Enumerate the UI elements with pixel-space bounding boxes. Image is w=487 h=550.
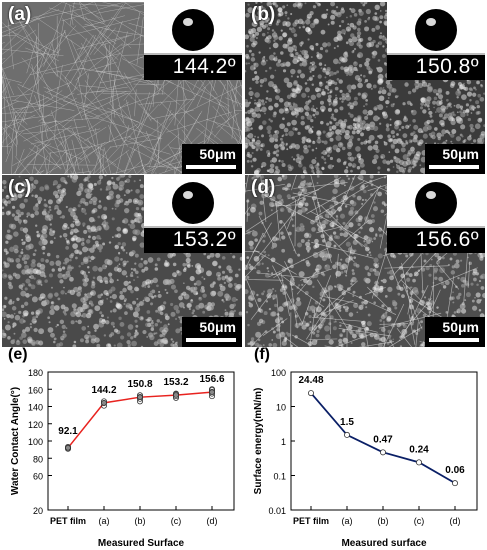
data-point — [65, 445, 71, 451]
droplet-icon — [415, 9, 457, 51]
panel-label: (a) — [8, 4, 32, 25]
data-point — [415, 459, 422, 466]
y-tick-label: 100 — [271, 368, 286, 378]
contact-angle-value: 153.2º — [172, 228, 236, 251]
x-tick-label: (c) — [171, 516, 182, 526]
chart-e-label: (e) — [8, 346, 28, 363]
x-axis-label: Measured surface — [341, 538, 426, 549]
x-tick-label: (a) — [342, 516, 353, 526]
y-tick-label: 100 — [28, 437, 43, 447]
x-axis-label: Measured Surface — [98, 538, 185, 549]
data-label: 24.48 — [298, 375, 323, 386]
scale-bar: 50μm — [425, 317, 485, 347]
data-label: 153.2 — [163, 377, 188, 388]
panel-label: (b) — [251, 4, 276, 25]
y-tick-label: 60 — [33, 472, 43, 482]
contact-angle-inset: 153.2º — [144, 175, 242, 253]
data-point — [101, 400, 107, 406]
y-tick-label: 80 — [33, 454, 43, 464]
contact-angle-value: 144.2º — [172, 55, 236, 78]
data-point — [451, 480, 458, 487]
scale-bar: 50μm — [425, 144, 485, 174]
sem-panel-b: (b) 150.8º 50μm — [245, 2, 485, 174]
y-tick-label: 20 — [33, 506, 43, 516]
scale-line — [186, 338, 236, 342]
y-tick-label: 160 — [28, 385, 43, 395]
sem-panel-c: (c) 153.2º 50μm — [2, 175, 242, 347]
scale-bar: 50μm — [182, 144, 242, 174]
x-tick-label: (b) — [378, 516, 389, 526]
y-tick-label: 10 — [276, 403, 286, 413]
y-tick-label: 120 — [28, 420, 43, 430]
contact-angle-value: 150.8º — [415, 55, 479, 78]
data-label: 92.1 — [58, 426, 78, 437]
droplet-icon — [172, 9, 214, 51]
data-point — [137, 394, 143, 400]
data-label: 144.2 — [91, 385, 116, 396]
data-point — [344, 431, 351, 438]
data-label: 0.06 — [445, 465, 465, 476]
x-tick-label: (d) — [207, 516, 218, 526]
data-label: 1.5 — [340, 417, 354, 428]
scale-line — [429, 338, 479, 342]
data-label: 150.8 — [127, 379, 152, 390]
data-point — [173, 392, 179, 398]
x-tick-label: PET film — [50, 516, 86, 526]
scale-label: 50μm — [442, 146, 479, 162]
data-label: 0.47 — [373, 434, 393, 445]
scale-line — [429, 165, 479, 169]
scale-bar: 50μm — [182, 317, 242, 347]
scale-label: 50μm — [442, 319, 479, 335]
y-tick-label: 0.1 — [273, 472, 286, 482]
chart-e: 20 60 80 100 120 140 160 180 PET film (a) (b) (c) (d… — [10, 368, 235, 549]
x-tick-label: (d) — [450, 516, 461, 526]
data-point — [379, 449, 386, 456]
chart-f-label: (f) — [254, 346, 270, 363]
y-tick-label: 140 — [28, 403, 43, 413]
y-axis-label: Surface energy(mN/m) — [253, 388, 264, 495]
droplet-icon — [172, 182, 214, 224]
sem-panel-d: (d) 156.6º 50μm — [245, 175, 485, 347]
contact-angle-value: 156.6º — [415, 228, 479, 251]
panel-label: (c) — [8, 177, 32, 198]
data-label: 0.24 — [409, 444, 429, 455]
contact-angle-inset: 144.2º — [144, 2, 242, 80]
sem-panel-a: (a) 144.2º 50μm — [2, 2, 242, 174]
data-point — [209, 389, 215, 395]
scale-line — [186, 165, 236, 169]
y-tick-label: 180 — [28, 368, 43, 378]
contact-angle-inset: 150.8º — [387, 2, 485, 80]
scale-label: 50μm — [199, 319, 236, 335]
panel-label: (d) — [251, 177, 276, 198]
x-tick-label: (c) — [414, 516, 425, 526]
contact-angle-inset: 156.6º — [387, 175, 485, 253]
data-point — [308, 390, 315, 397]
contact-angle-series-line — [67, 391, 213, 449]
y-tick-label: 0.01 — [268, 506, 286, 516]
droplet-icon — [415, 182, 457, 224]
y-tick-label: 1 — [281, 437, 286, 447]
data-label: 156.6 — [199, 374, 224, 385]
chart-f: 0.01 0.1 1 10 100 PET film (a) (b) (c) (d) 24.48 1.… — [253, 368, 478, 549]
x-tick-label: (a) — [99, 516, 110, 526]
y-axis-label: Water Contact Angle(°) — [10, 387, 21, 495]
x-tick-label: PET film — [293, 516, 329, 526]
scale-label: 50μm — [199, 146, 236, 162]
x-tick-label: (b) — [135, 516, 146, 526]
